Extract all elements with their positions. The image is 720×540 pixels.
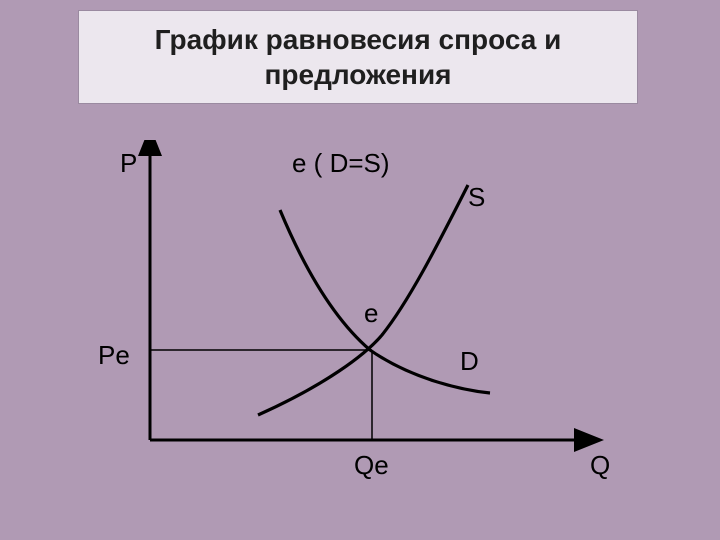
label-p: P (120, 148, 137, 179)
label-e: e (364, 298, 378, 329)
label-q: Q (590, 450, 610, 481)
title-box: График равновесия спроса и предложения (78, 10, 638, 104)
label-top: e ( D=S) (292, 148, 390, 179)
label-d: D (460, 346, 479, 377)
label-qe: Qe (354, 450, 389, 481)
demand-curve (280, 210, 490, 393)
label-pe: Pe (98, 340, 130, 371)
label-s: S (468, 182, 485, 213)
slide: График равновесия спроса и предложения P… (0, 0, 720, 540)
slide-title: График равновесия спроса и предложения (79, 22, 637, 92)
equilibrium-chart: P e ( D=S) S e Pe D Qe Q (120, 140, 600, 470)
